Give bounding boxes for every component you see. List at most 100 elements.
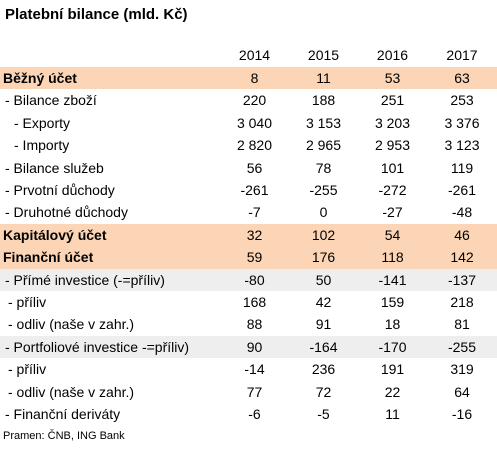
row-value: 59 xyxy=(220,246,289,269)
row-value: 220 xyxy=(242,92,267,109)
row-value: 119 xyxy=(450,159,474,176)
row-value: 11 xyxy=(385,406,400,423)
row-value: 56 xyxy=(246,159,263,176)
table-row: - Portfoliové investice -=příliv) 90 -164-… xyxy=(0,335,497,359)
row-value: 191 xyxy=(380,361,405,378)
row-value: 142 xyxy=(427,246,497,269)
row-label: Finanční účet xyxy=(0,246,220,269)
row-value: 236 xyxy=(311,361,336,378)
row-label: - Prvotní důchody xyxy=(5,182,115,199)
row-label: Kapitálový účet xyxy=(0,223,220,247)
row-label: Běžný účet xyxy=(0,67,220,90)
table-row: - příliv 168 42 159 218 xyxy=(0,291,497,313)
row-value: 42 xyxy=(315,294,332,311)
row-value: 91 xyxy=(315,316,332,333)
row-value: -7 xyxy=(248,204,261,221)
row-value: 50 xyxy=(289,268,358,292)
row-label: - odliv (naše v zahr.) xyxy=(8,316,135,333)
balance-of-payments-table: 2014 2015 2016 2017 Běžný účet 8 11 53 63- B… xyxy=(0,43,497,426)
row-value: -261 xyxy=(240,182,269,199)
row-value: 253 xyxy=(450,92,474,109)
row-value: 3 153 xyxy=(305,114,342,131)
row-value: -255 xyxy=(427,335,497,359)
table-row: Finanční účet 59 176 118 142 xyxy=(0,246,497,269)
row-value: 3 376 xyxy=(444,114,480,131)
row-value: 88 xyxy=(246,316,263,333)
row-value: -141 xyxy=(358,268,427,292)
row-value: 46 xyxy=(427,223,497,247)
row-value: 3 203 xyxy=(374,114,411,131)
table-row: - odliv (naše v zahr.) 88 91 18 81 xyxy=(0,313,497,335)
row-value: 319 xyxy=(450,361,474,378)
table-row: - Bilance služeb 56 78 101 119 xyxy=(0,157,497,179)
row-label: - Importy xyxy=(14,137,70,154)
row-value: 101 xyxy=(380,159,405,176)
row-value: -272 xyxy=(378,182,407,199)
row-label: - odliv (naše v zahr.) xyxy=(8,383,135,400)
row-value: -261 xyxy=(447,182,477,199)
row-value: -164 xyxy=(289,335,358,359)
table-row: - Importy 2 820 2 965 2 953 3 123 xyxy=(0,134,497,156)
table-row: - odliv (naše v zahr.) 77 72 22 64 xyxy=(0,381,497,403)
row-value: 81 xyxy=(454,316,470,333)
row-value: -14 xyxy=(244,361,265,378)
row-value: -6 xyxy=(248,406,261,423)
row-value: 2 953 xyxy=(374,137,411,154)
table-row: Kapitálový účet 32 102 54 46 xyxy=(0,223,497,247)
row-value: 3 123 xyxy=(444,137,480,154)
row-value: 54 xyxy=(358,223,427,247)
row-label: - příliv xyxy=(8,361,47,378)
row-value: 72 xyxy=(315,383,332,400)
table-row: - Prvotní důchody -261 -255 -272 -261 xyxy=(0,179,497,201)
row-value: 176 xyxy=(289,246,358,269)
row-value: 159 xyxy=(380,294,405,311)
row-value: -255 xyxy=(309,182,338,199)
row-value: -16 xyxy=(451,406,473,423)
year-header: 2015 xyxy=(307,46,340,63)
year-header-row: 2014 2015 2016 2017 xyxy=(0,43,497,67)
row-value: 102 xyxy=(289,223,358,247)
row-value: 168 xyxy=(242,294,267,311)
row-label: - Bilance služeb xyxy=(5,159,104,176)
row-value: 188 xyxy=(311,92,336,109)
row-value: 78 xyxy=(315,159,332,176)
row-label: - Bilance zboží xyxy=(5,92,97,109)
row-label: - Druhotné důchody xyxy=(5,204,128,221)
row-value: -170 xyxy=(358,335,427,359)
row-label: - příliv xyxy=(8,294,47,311)
row-value: 18 xyxy=(384,316,401,333)
row-value: 8 xyxy=(220,67,289,90)
row-value: 53 xyxy=(358,67,427,90)
row-label: - Přímé investice (-=příliv) xyxy=(0,268,220,292)
header-empty-cell xyxy=(0,43,220,67)
row-value: 90 xyxy=(220,335,289,359)
row-value: 63 xyxy=(427,67,497,90)
row-value: 2 820 xyxy=(236,137,273,154)
row-value: 251 xyxy=(380,92,405,109)
row-value: -80 xyxy=(220,268,289,292)
row-value: 3 040 xyxy=(236,114,273,131)
table-row: - Bilance zboží 220 188 251 253 xyxy=(0,89,497,111)
table-row: - Druhotné důchody -7 0 -27 -48 xyxy=(0,201,497,223)
table-title: Platební bilance (mld. Kč) xyxy=(5,6,188,23)
table-body: 2014 2015 2016 2017 Běžný účet 8 11 53 63- B… xyxy=(0,43,497,426)
table-row: Běžný účet 8 11 53 63 xyxy=(0,67,497,90)
year-header: 2016 xyxy=(376,46,409,63)
row-label: - Portfoliové investice -=příliv) xyxy=(0,335,220,359)
source-note: Pramen: ČNB, ING Bank xyxy=(3,430,125,442)
row-value: -137 xyxy=(427,268,497,292)
row-value: -27 xyxy=(382,204,403,221)
table-row: - příliv -14 236 191 319 xyxy=(0,358,497,380)
table-row: - Přímé investice (-=příliv) -80 50 -141 -13… xyxy=(0,268,497,292)
row-value: 22 xyxy=(384,383,401,400)
row-value: 77 xyxy=(246,383,263,400)
table-row: - Finanční deriváty -6 -5 11 -16 xyxy=(0,403,497,425)
row-value: -5 xyxy=(317,406,330,423)
row-value: 32 xyxy=(220,223,289,247)
year-header: 2014 xyxy=(238,46,271,63)
year-header: 2017 xyxy=(446,46,478,63)
row-value: 118 xyxy=(358,246,427,269)
row-value: 218 xyxy=(450,294,474,311)
row-label: - Exporty xyxy=(14,114,71,131)
row-value: -48 xyxy=(451,204,473,221)
